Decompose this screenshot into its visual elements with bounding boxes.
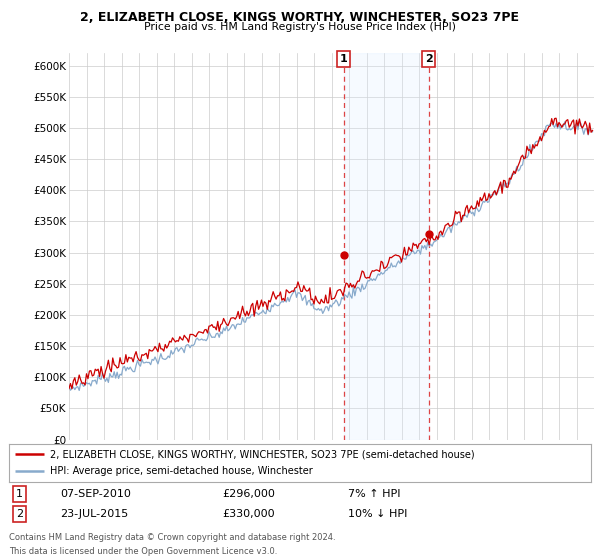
Text: £330,000: £330,000: [222, 509, 275, 519]
Text: 7% ↑ HPI: 7% ↑ HPI: [348, 489, 401, 499]
Text: HPI: Average price, semi-detached house, Winchester: HPI: Average price, semi-detached house,…: [50, 466, 313, 476]
Text: 1: 1: [340, 54, 347, 64]
Bar: [344, 53, 428, 440]
Text: £296,000: £296,000: [222, 489, 275, 499]
Text: 2, ELIZABETH CLOSE, KINGS WORTHY, WINCHESTER, SO23 7PE: 2, ELIZABETH CLOSE, KINGS WORTHY, WINCHE…: [80, 11, 520, 24]
Text: Price paid vs. HM Land Registry's House Price Index (HPI): Price paid vs. HM Land Registry's House …: [144, 22, 456, 32]
Text: 07-SEP-2010: 07-SEP-2010: [60, 489, 131, 499]
Text: 2, ELIZABETH CLOSE, KINGS WORTHY, WINCHESTER, SO23 7PE (semi-detached house): 2, ELIZABETH CLOSE, KINGS WORTHY, WINCHE…: [50, 449, 475, 459]
Text: 10% ↓ HPI: 10% ↓ HPI: [348, 509, 407, 519]
Text: 2: 2: [425, 54, 433, 64]
Text: Contains HM Land Registry data © Crown copyright and database right 2024.: Contains HM Land Registry data © Crown c…: [9, 533, 335, 542]
Text: 2: 2: [16, 509, 23, 519]
Text: 1: 1: [16, 489, 23, 499]
Text: This data is licensed under the Open Government Licence v3.0.: This data is licensed under the Open Gov…: [9, 547, 277, 556]
Text: 23-JUL-2015: 23-JUL-2015: [60, 509, 128, 519]
